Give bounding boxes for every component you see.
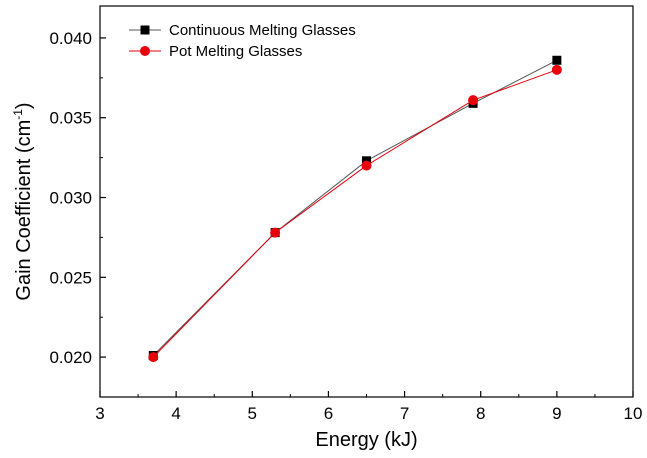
series-line (152, 69, 558, 358)
data-point (148, 352, 159, 363)
legend-item: Pot Melting Glasses (129, 43, 302, 60)
y-axis: 0.020 0.025 0.030 0.035 0.040 (49, 29, 106, 367)
y-tick-label: 0.020 (49, 348, 92, 367)
data-point (361, 160, 372, 171)
series-1 (148, 55, 562, 361)
data-point (468, 95, 479, 106)
x-tick-label: 9 (552, 404, 561, 423)
series-line (152, 59, 558, 356)
x-tick-label: 8 (476, 404, 485, 423)
data-point (551, 64, 562, 75)
y-axis-title: Gain Coefficient (cm-1) (11, 102, 35, 300)
x-tick-label: 7 (400, 404, 409, 423)
x-axis-title: Energy (kJ) (315, 429, 417, 451)
legend: Continuous Melting Glasses Pot Melting Gl… (129, 22, 356, 60)
legend-marker (140, 46, 150, 56)
x-axis: 3 4 5 6 7 8 9 10 (95, 391, 642, 423)
y-tick-label: 0.040 (49, 29, 92, 48)
x-tick-label: 10 (624, 404, 643, 423)
legend-label: Continuous Melting Glasses (169, 22, 356, 39)
y-tick-label: 0.035 (49, 109, 92, 128)
legend-item: Continuous Melting Glasses (129, 22, 356, 39)
series-2 (148, 64, 562, 363)
y-axis-title-superscript: -1 (11, 109, 25, 120)
x-tick-label: 3 (95, 404, 104, 423)
data-point (270, 227, 281, 238)
series-layer (148, 55, 562, 363)
y-tick-label: 0.025 (49, 268, 92, 287)
data-point (552, 55, 562, 65)
legend-marker (140, 25, 150, 35)
x-tick-label: 4 (171, 404, 180, 423)
y-axis-title-close: ) (13, 102, 35, 109)
y-axis-title-main: Gain Coefficient (cm (13, 120, 35, 301)
x-tick-label: 6 (324, 404, 333, 423)
x-tick-label: 5 (248, 404, 257, 423)
y-tick-label: 0.030 (49, 189, 92, 208)
legend-label: Pot Melting Glasses (169, 43, 302, 60)
